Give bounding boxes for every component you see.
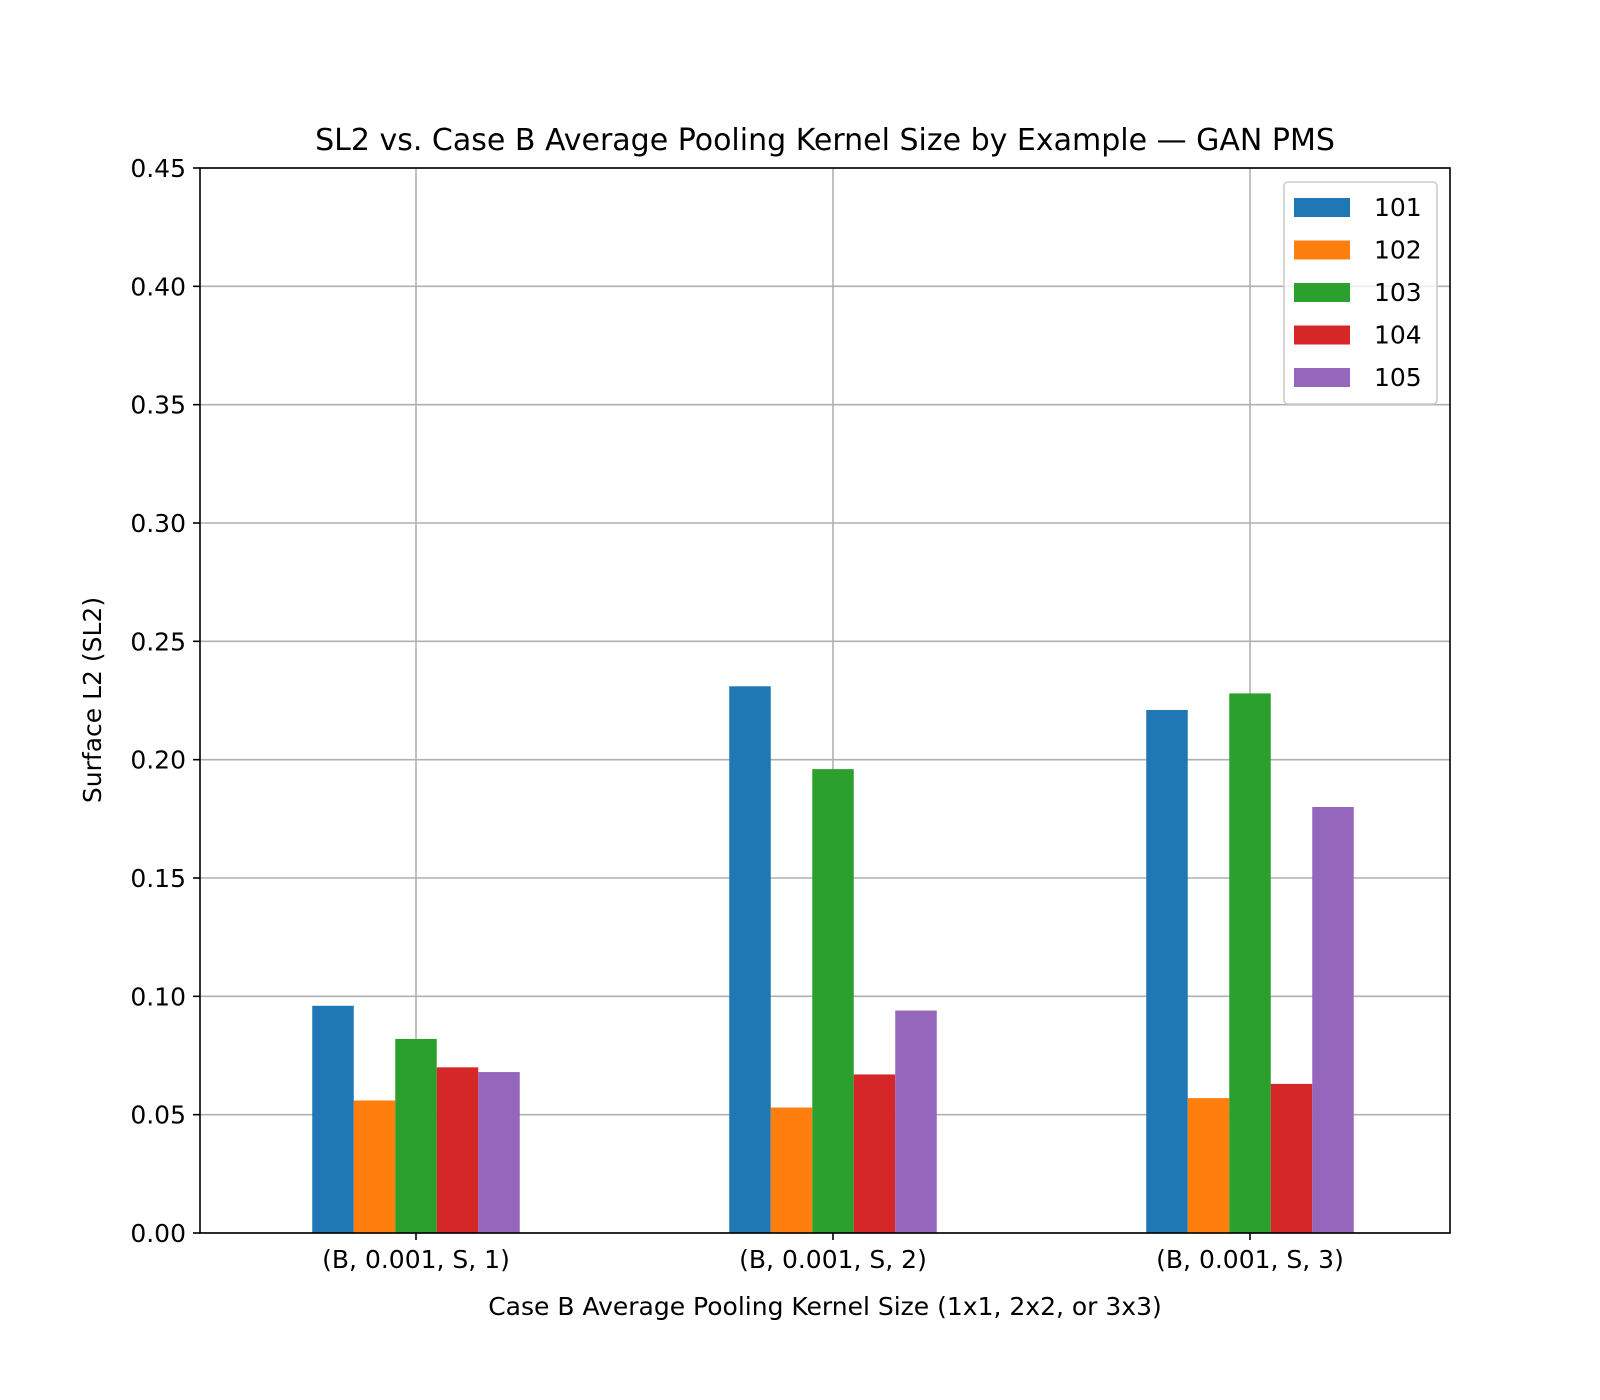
grid — [200, 167, 1450, 1234]
y-axis-label: Surface L2 (SL2) — [78, 597, 107, 803]
y-tick-label: 0.40 — [130, 272, 186, 301]
bar-104-3 — [1270, 1083, 1313, 1233]
bar-104-1 — [436, 1067, 479, 1233]
bar-101-2 — [729, 686, 771, 1233]
legend-swatch-101 — [1294, 198, 1350, 217]
legend-label-104: 104 — [1374, 321, 1422, 350]
bar-103-2 — [812, 769, 854, 1233]
y-tick-label: 0.35 — [130, 391, 186, 420]
y-tick-label: 0.10 — [130, 982, 186, 1011]
bar-101-3 — [1146, 709, 1188, 1233]
x-tick-label: (B, 0.001, S, 3) — [1156, 1245, 1344, 1274]
legend-swatch-105 — [1294, 368, 1350, 387]
legend-label-101: 101 — [1374, 193, 1422, 222]
bar-105-2 — [895, 1010, 937, 1233]
y-tick-label: 0.20 — [130, 746, 186, 775]
legend-frame — [1283, 181, 1438, 405]
bar-102-1 — [353, 1100, 396, 1233]
y-tick-label: 0.30 — [130, 509, 186, 538]
x-axis-ticks: (B, 0.001, S, 1) (B, 0.001, S, 2) (B, 0.00… — [322, 1233, 1344, 1274]
legend: 101 102 103 104 105 — [1283, 181, 1438, 405]
bar-102-2 — [770, 1107, 813, 1233]
bar-103-1 — [395, 1038, 437, 1233]
legend-swatch-103 — [1294, 283, 1350, 302]
legend-label-103: 103 — [1374, 278, 1422, 307]
bar-105-1 — [478, 1072, 520, 1233]
y-tick-label: 0.00 — [130, 1219, 186, 1248]
legend-label-102: 102 — [1374, 236, 1422, 265]
y-tick-label: 0.25 — [130, 627, 186, 656]
plot-frame — [199, 167, 1451, 1234]
bar-101-1 — [312, 1005, 354, 1233]
bar-102-3 — [1187, 1098, 1230, 1233]
x-tick-label: (B, 0.001, S, 1) — [322, 1245, 510, 1274]
y-tick-label: 0.45 — [130, 154, 186, 183]
bars — [312, 686, 1354, 1233]
y-axis-ticks: 0.00 0.05 0.10 0.15 0.20 0.25 0.30 0.35 0.40 0.45 — [130, 154, 200, 1248]
legend-swatch-102 — [1294, 240, 1350, 260]
x-axis-label: Case B Average Pooling Kernel Size (1x1,… — [488, 1292, 1162, 1321]
y-tick-label: 0.15 — [130, 864, 186, 893]
legend-label-105: 105 — [1374, 363, 1422, 392]
x-tick-label: (B, 0.001, S, 2) — [739, 1245, 927, 1274]
bar-103-3 — [1229, 693, 1271, 1233]
bar-105-3 — [1312, 807, 1354, 1233]
chart-title: SL2 vs. Case B Average Pooling Kernel Si… — [315, 123, 1335, 158]
y-tick-label: 0.05 — [130, 1101, 186, 1130]
legend-swatch-104 — [1294, 325, 1350, 345]
bar-104-2 — [853, 1074, 896, 1233]
